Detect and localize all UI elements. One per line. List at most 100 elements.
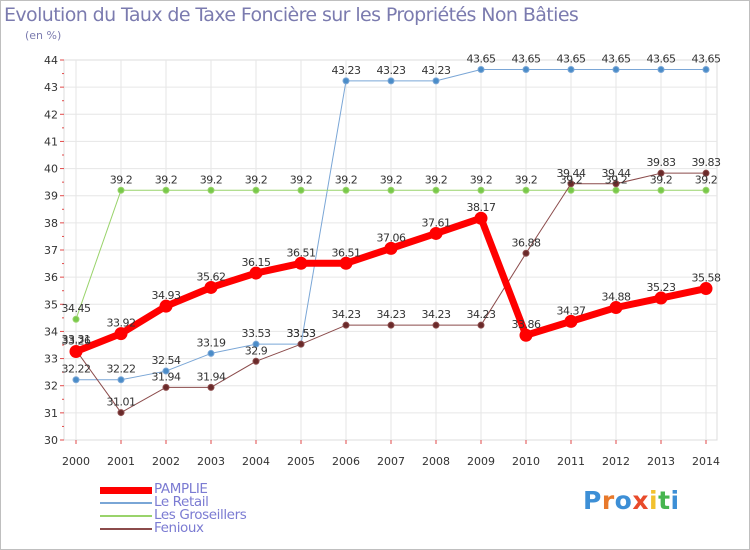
x-tick-label: 2006 — [332, 455, 360, 468]
data-label-pamplie: 35.62 — [197, 270, 226, 283]
point-le-retail — [117, 376, 125, 384]
data-label-le-retail: 43.23 — [332, 64, 361, 77]
data-label-fenioux: 39.44 — [557, 167, 586, 180]
point-les-groseillers — [387, 186, 395, 194]
proxiti-logo: Proxiti — [583, 486, 680, 515]
data-label-pamplie: 33.92 — [107, 317, 136, 330]
point-le-retail — [162, 367, 170, 375]
y-tick-label: 41 — [44, 135, 58, 148]
data-label-le-retail: 43.65 — [647, 53, 676, 66]
point-fenioux — [252, 357, 260, 365]
x-tick-label: 2007 — [377, 455, 405, 468]
point-pamplie — [114, 327, 128, 341]
data-label-fenioux: 39.83 — [647, 156, 676, 169]
data-label-les-groseillers: 39.2 — [605, 173, 628, 186]
data-label-pamplie: 38.17 — [467, 201, 496, 214]
point-le-retail — [432, 77, 440, 85]
point-les-groseillers — [477, 186, 485, 194]
logo-letter: i — [649, 486, 659, 515]
data-label-les-groseillers: 39.2 — [245, 173, 268, 186]
data-label-le-retail: 33.53 — [242, 327, 271, 340]
data-label-fenioux: 39.44 — [602, 167, 631, 180]
y-tick-label: 39 — [44, 190, 58, 203]
point-pamplie — [339, 256, 353, 270]
data-label-le-retail: 32.22 — [107, 363, 136, 376]
legend-swatch-fenioux — [100, 528, 152, 530]
data-label-pamplie: 36.51 — [332, 246, 361, 259]
point-les-groseillers — [72, 315, 80, 323]
x-tick-label: 2002 — [152, 455, 180, 468]
y-unit-label: (en %) — [25, 29, 62, 42]
point-le-retail — [207, 349, 215, 357]
point-les-groseillers — [432, 186, 440, 194]
data-label-le-retail: 43.65 — [467, 53, 496, 66]
data-label-pamplie: 36.15 — [242, 256, 271, 269]
point-pamplie — [429, 226, 443, 240]
y-tick-label: 34 — [44, 325, 58, 338]
data-label-fenioux: 34.23 — [332, 308, 361, 321]
point-fenioux — [477, 321, 485, 329]
x-tick-label: 2000 — [62, 455, 90, 468]
point-le-retail — [387, 77, 395, 85]
x-tick-label: 2011 — [557, 455, 585, 468]
data-label-fenioux: 31.94 — [152, 370, 181, 383]
legend-swatch-le-retail — [100, 502, 152, 504]
point-les-groseillers — [207, 186, 215, 194]
data-labels: 32.22 32.22 32.54 33.19 33.53 33.53 43.23 43.23… — [62, 53, 722, 409]
x-tick-label: 2013 — [647, 455, 675, 468]
y-tick-label: 33 — [44, 353, 58, 366]
y-tick-label: 31 — [44, 407, 58, 420]
point-fenioux — [117, 409, 125, 417]
data-label-fenioux: 31.94 — [197, 370, 226, 383]
data-label-le-retail: 43.23 — [422, 64, 451, 77]
legend-swatch-pamplie — [100, 487, 152, 494]
data-label-pamplie: 34.37 — [557, 304, 586, 317]
data-label-les-groseillers: 39.2 — [515, 173, 538, 186]
data-label-les-groseillers: 39.2 — [695, 173, 718, 186]
point-fenioux — [207, 383, 215, 391]
data-label-pamplie: 36.51 — [287, 246, 316, 259]
chart-title: Evolution du Taux de Taxe Foncière sur l… — [4, 4, 579, 26]
point-le-retail — [702, 66, 710, 73]
data-label-le-retail: 33.19 — [197, 336, 226, 349]
data-label-les-groseillers: 34.45 — [62, 302, 91, 315]
data-label-pamplie: 34.93 — [152, 289, 181, 302]
y-tick-label: 37 — [44, 244, 58, 257]
y-tick-label: 42 — [44, 108, 58, 121]
data-label-le-retail: 43.65 — [692, 53, 721, 66]
y-tick-label: 44 — [44, 54, 58, 67]
point-pamplie — [249, 266, 263, 280]
logo-letter: o — [614, 486, 633, 515]
point-fenioux — [432, 321, 440, 329]
point-pamplie — [564, 314, 578, 328]
point-fenioux — [297, 340, 305, 348]
x-tick-label: 2008 — [422, 455, 450, 468]
data-label-fenioux: 34.23 — [467, 308, 496, 321]
data-label-les-groseillers: 39.2 — [290, 173, 313, 186]
point-le-retail — [567, 66, 575, 73]
point-fenioux — [522, 249, 530, 257]
point-les-groseillers — [522, 186, 530, 194]
x-tick-label: 2004 — [242, 455, 270, 468]
data-label-le-retail: 32.54 — [152, 354, 181, 367]
point-les-groseillers — [117, 186, 125, 194]
data-label-pamplie: 34.88 — [602, 291, 631, 304]
point-les-groseillers — [567, 186, 575, 194]
data-label-fenioux: 34.23 — [422, 308, 451, 321]
legend-label-fenioux: Fenioux — [154, 520, 204, 536]
point-le-retail — [657, 66, 665, 73]
legend-label-le-retail: Le Retail — [154, 494, 209, 510]
legend-label-pamplie: PAMPLIE — [154, 481, 208, 497]
point-pamplie — [384, 241, 398, 255]
data-label-les-groseillers: 39.2 — [380, 173, 403, 186]
y-tick-label: 30 — [44, 434, 58, 447]
data-label-pamplie: 35.58 — [692, 272, 721, 285]
legend-label-les-groseillers: Les Groseillers — [154, 507, 247, 523]
data-label-fenioux: 33.53 — [287, 327, 316, 340]
data-label-les-groseillers: 39.2 — [425, 173, 448, 186]
data-label-fenioux: 33.31 — [62, 333, 91, 346]
y-tick-label: 43 — [44, 81, 58, 94]
point-pamplie — [474, 211, 488, 225]
data-label-les-groseillers: 39.2 — [200, 173, 223, 186]
